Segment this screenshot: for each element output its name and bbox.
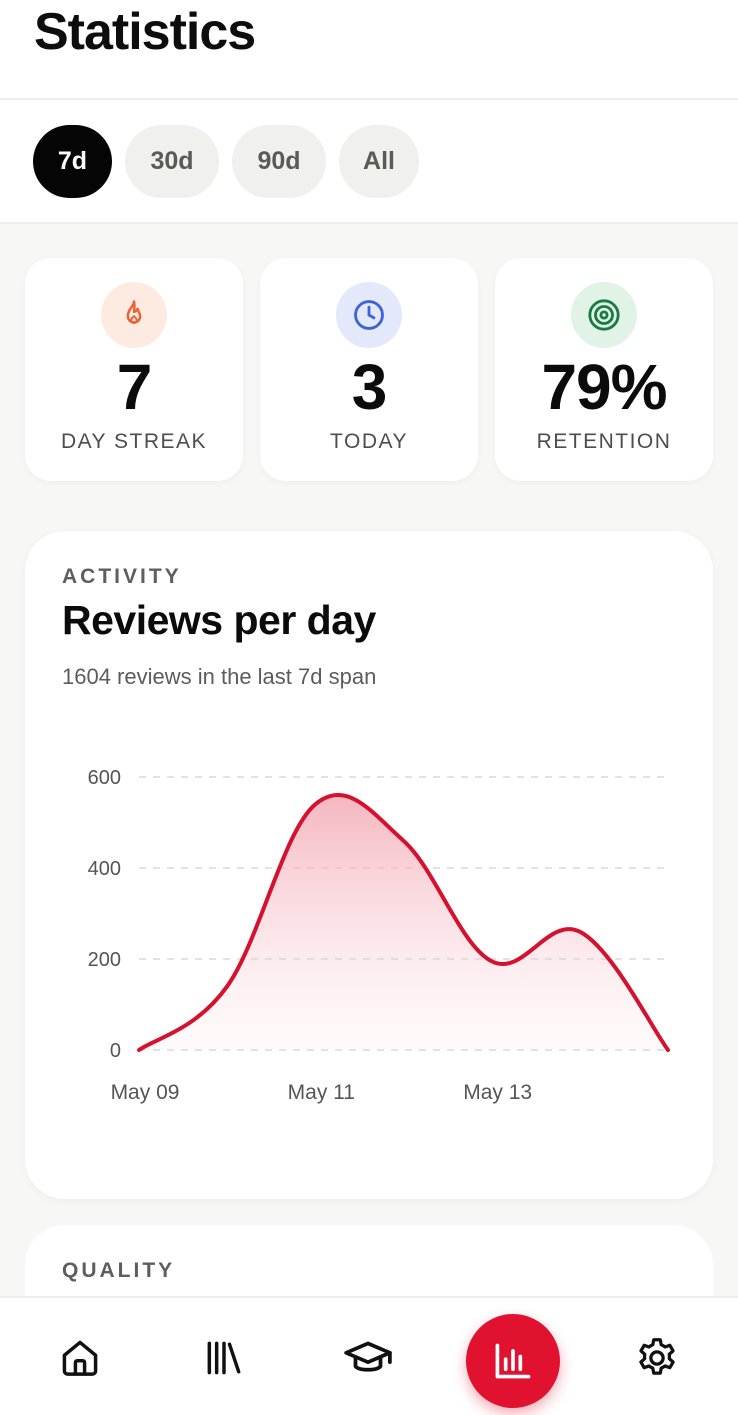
library-icon xyxy=(207,1341,241,1375)
filter-chip-7d[interactable]: 7d xyxy=(33,125,112,198)
bottom-nav xyxy=(0,1296,738,1415)
nav-settings[interactable] xyxy=(629,1330,685,1386)
activity-kicker: ACTIVITY xyxy=(62,565,182,588)
time-range-filters: 7d 30d 90d All xyxy=(0,100,738,224)
activity-title: Reviews per day xyxy=(62,597,376,643)
flame-icon xyxy=(101,282,167,348)
y-tick-label: 400 xyxy=(88,858,121,880)
x-tick-label: May 11 xyxy=(288,1081,355,1104)
stat-card-streak: 7 DAY STREAK xyxy=(25,258,243,481)
reviews-chart: 0 200 400 600 May 09 May 11 May 13 xyxy=(88,767,670,1104)
bar-chart-icon xyxy=(495,1343,531,1379)
page-title: Statistics xyxy=(34,3,256,61)
streak-label: DAY STREAK xyxy=(60,430,208,453)
gear-icon xyxy=(639,1338,675,1375)
x-tick-label: May 13 xyxy=(463,1081,532,1104)
y-tick-label: 0 xyxy=(110,1040,121,1062)
filter-chip-90d[interactable]: 90d xyxy=(232,125,326,198)
activity-subtitle: 1604 reviews in the last 7d span xyxy=(62,664,377,689)
nav-home[interactable] xyxy=(52,1330,108,1386)
nav-library[interactable] xyxy=(196,1330,252,1386)
stat-card-retention: 79% RETENTION xyxy=(495,258,713,481)
y-tick-label: 200 xyxy=(88,949,121,971)
quality-kicker: QUALITY xyxy=(62,1259,176,1282)
target-icon xyxy=(571,282,637,348)
reviews-area-fill xyxy=(139,794,668,1050)
nav-learn[interactable] xyxy=(340,1330,396,1386)
retention-value: 79% xyxy=(541,351,667,423)
retention-label: RETENTION xyxy=(536,430,672,453)
today-label: TODAY xyxy=(330,430,408,453)
filter-chip-all[interactable]: All xyxy=(339,125,419,198)
clock-icon xyxy=(336,282,402,348)
graduation-cap-icon xyxy=(344,1341,392,1372)
activity-card: ACTIVITY Reviews per day 1604 reviews in… xyxy=(25,531,713,1199)
stat-card-today: 3 TODAY xyxy=(260,258,478,481)
filter-chip-30d[interactable]: 30d xyxy=(125,125,219,198)
x-tick-label: May 09 xyxy=(111,1081,180,1104)
streak-value: 7 xyxy=(116,351,153,423)
today-value: 3 xyxy=(351,351,388,423)
home-icon xyxy=(62,1340,98,1376)
y-tick-label: 600 xyxy=(88,767,121,789)
nav-statistics[interactable] xyxy=(466,1314,560,1408)
app-header: Statistics xyxy=(0,0,738,100)
